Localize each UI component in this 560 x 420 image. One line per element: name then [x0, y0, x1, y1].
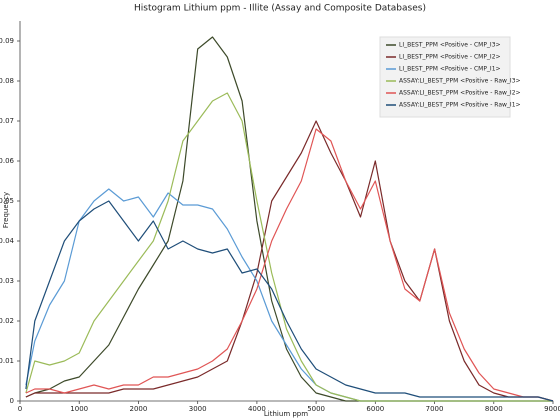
y-tick-label: 0.09 — [0, 37, 14, 45]
x-tick-label: 9000 — [544, 405, 560, 413]
x-tick-label: 5000 — [307, 405, 325, 413]
y-tick-label: 0.03 — [0, 277, 14, 285]
y-tick-label: 0 — [10, 397, 14, 405]
legend-label: LI_BEST_PPM <Positive - CMP_I1> — [399, 66, 501, 73]
x-tick-label: 8000 — [485, 405, 503, 413]
x-axis-label: Lithium ppm — [264, 410, 308, 418]
chart-title: Histogram Lithium ppm - Illite (Assay an… — [134, 4, 426, 14]
x-tick-label: 2000 — [130, 405, 148, 413]
x-tick-label: 7000 — [426, 405, 444, 413]
series-line — [25, 120, 554, 402]
y-tick-label: 0.02 — [0, 317, 14, 325]
legend-label: LI_BEST_PPM <Positive - CMP_I3> — [399, 42, 501, 49]
series-line — [25, 188, 553, 402]
y-tick-label: 0.05 — [0, 197, 14, 205]
y-tick-label: 0.07 — [0, 117, 14, 125]
legend-label: LI_BEST_PPM <Positive - CMP_I2> — [399, 54, 501, 61]
y-tick-label: 0.06 — [0, 157, 15, 165]
x-tick-label: 0 — [18, 405, 22, 413]
y-axis-label: Frequency — [2, 192, 10, 228]
x-tick-label: 1000 — [70, 405, 88, 413]
x-tick-label: 6000 — [366, 405, 384, 413]
series-line — [25, 92, 553, 402]
x-tick-label: 4000 — [248, 405, 266, 413]
x-tick-label: 3000 — [189, 405, 207, 413]
y-tick-label: 0.04 — [0, 237, 15, 245]
series-line — [25, 128, 554, 402]
y-tick-label: 0.08 — [0, 77, 14, 85]
y-tick-label: 0.01 — [0, 357, 14, 365]
legend-label: ASSAY:LI_BEST_PPM <Positive - Raw_I2> — [399, 90, 521, 97]
series-line — [25, 200, 554, 402]
legend-label: ASSAY:LI_BEST_PPM <Positive - Raw_I3> — [399, 78, 521, 85]
legend-box — [379, 36, 511, 118]
legend-label: ASSAY:LI_BEST_PPM <Positive - Raw_I1> — [399, 102, 521, 109]
